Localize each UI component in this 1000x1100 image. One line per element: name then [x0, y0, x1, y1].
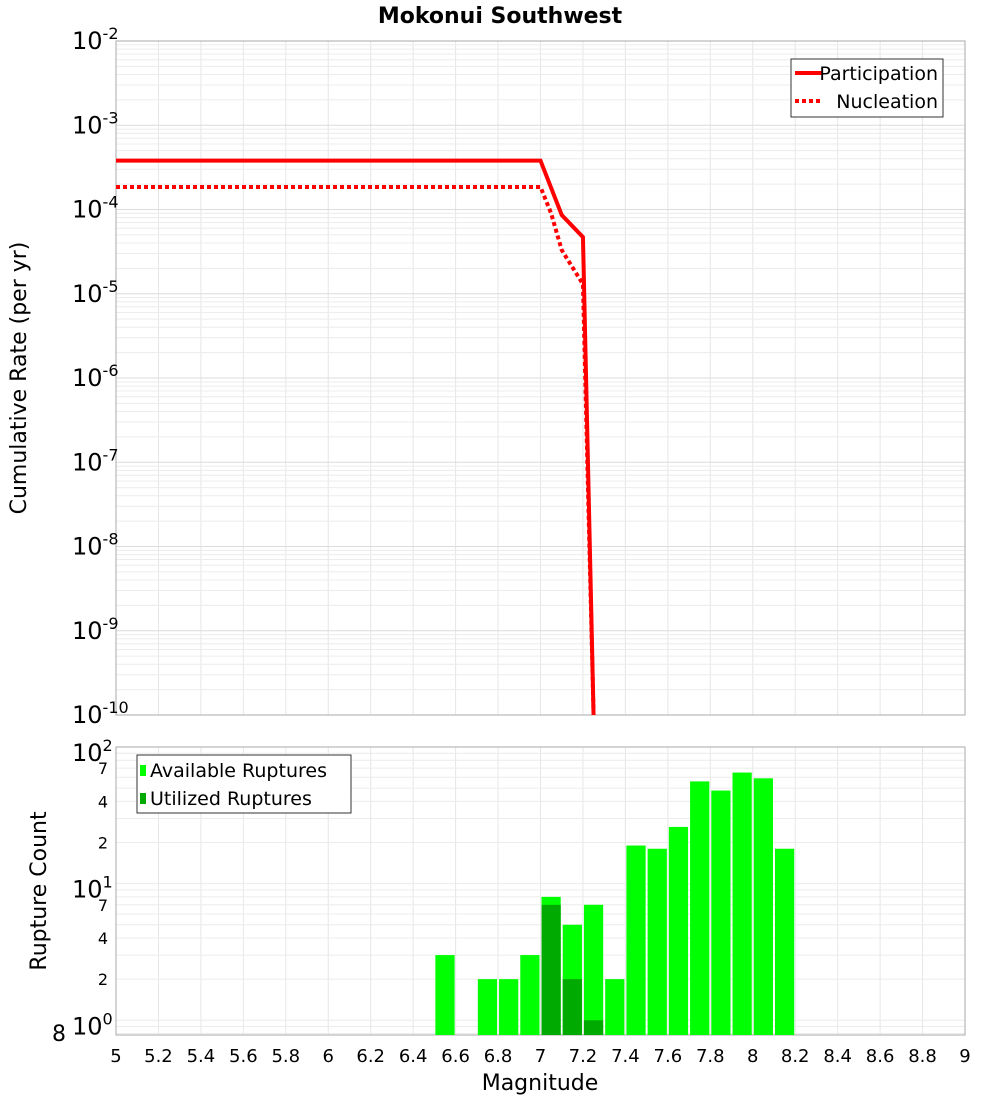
- top-y-tick-label: 10-10: [72, 698, 129, 729]
- x-tick-label: 6.2: [356, 1046, 385, 1067]
- legend-label: Available Ruptures: [150, 760, 327, 782]
- x-tick-label: 5.6: [229, 1046, 258, 1067]
- bottom-plot-frame: [115, 746, 966, 1036]
- bar-utilized-ruptures: [562, 979, 582, 1035]
- bottom-minor-tick-label: 2: [98, 970, 108, 989]
- bottom-y-tick-label: 100: [72, 1009, 113, 1040]
- x-tick-label: 8.2: [781, 1046, 810, 1067]
- x-tick-label: 5: [110, 1046, 121, 1067]
- legend-box: [790, 58, 944, 118]
- bar-available-ruptures: [477, 979, 498, 1035]
- x-tick-label: 7.2: [569, 1046, 598, 1067]
- series-line-participation: [116, 158, 596, 716]
- x-tick-label: 8.4: [823, 1046, 852, 1067]
- bar-available-ruptures: [732, 772, 752, 1035]
- x-tick-label: 7.6: [654, 1046, 683, 1067]
- bar-available-ruptures: [774, 848, 795, 1035]
- x-tick-label: 6: [323, 1046, 334, 1067]
- x-tick-label: 8: [747, 1046, 758, 1067]
- bar-available-ruptures: [711, 790, 731, 1035]
- x-tick-label: 6.6: [441, 1046, 470, 1067]
- legend-box: [136, 754, 352, 814]
- bar-utilized-ruptures: [583, 1020, 604, 1035]
- x-tick-label: 5.4: [187, 1046, 216, 1067]
- bar-available-ruptures: [753, 778, 773, 1035]
- x-tick-label: 9: [959, 1046, 970, 1067]
- bar-available-ruptures: [690, 781, 710, 1035]
- bar-available-ruptures: [499, 979, 519, 1035]
- legend-swatch-utilized-ruptures: [140, 793, 146, 804]
- x-tick-label: 7.8: [696, 1046, 725, 1067]
- top-y-tick-label: 10-8: [72, 530, 119, 561]
- bottom-y-axis-label: Rupture Count: [27, 811, 52, 971]
- top-plot-frame: [115, 40, 966, 716]
- bar-available-ruptures: [520, 955, 540, 1035]
- bar-available-ruptures: [435, 955, 455, 1035]
- x-tick-label: 8.6: [866, 1046, 895, 1067]
- top-y-tick-label: 10-2: [72, 24, 119, 55]
- bottom-minor-tick-label: 2: [98, 833, 108, 852]
- bar-utilized-ruptures: [541, 904, 561, 1035]
- x-tick-label: 7.4: [611, 1046, 640, 1067]
- bar-available-ruptures: [647, 848, 667, 1035]
- bar-available-ruptures: [583, 904, 604, 1035]
- bottom-y-tick-label: 102: [72, 736, 113, 767]
- bottom-minor-tick-label: 4: [98, 929, 108, 948]
- legend-label: Participation: [819, 63, 938, 85]
- bottom-legend: Available Ruptures Utilized Ruptures: [136, 754, 352, 814]
- chart-title: Mokonui Southwest: [378, 4, 623, 29]
- x-tick-label: 6.8: [484, 1046, 513, 1067]
- bar-available-ruptures: [626, 845, 646, 1035]
- bar-available-ruptures: [668, 826, 689, 1035]
- bottom-y-tick-label: 101: [72, 873, 113, 904]
- x-tick-label: 7: [535, 1046, 546, 1067]
- bar-available-ruptures: [605, 979, 625, 1035]
- x-tick-label: 5.8: [271, 1046, 300, 1067]
- bottom-minor-tick-label: 7: [98, 759, 108, 778]
- x-tick-label: 5.2: [144, 1046, 173, 1067]
- bottom-minor-tick-label: 4: [98, 792, 108, 811]
- top-y-tick-label: 10-9: [72, 614, 119, 645]
- bottom-minor-tick-label: 7: [98, 896, 108, 915]
- bottom-min-tick-label: 8: [52, 1022, 66, 1047]
- x-axis-label: Magnitude: [482, 1071, 599, 1096]
- top-y-tick-label: 10-4: [72, 193, 119, 224]
- x-tick-label: 6.4: [399, 1046, 428, 1067]
- top-y-axis-label: Cumulative Rate (per yr): [7, 242, 32, 515]
- top-legend: Participation Nucleation: [790, 58, 944, 118]
- top-y-tick-label: 10-7: [72, 445, 119, 476]
- series-line-nucleation: [116, 184, 596, 716]
- legend-label: Utilized Ruptures: [150, 788, 312, 810]
- top-y-tick-label: 10-6: [72, 361, 119, 392]
- legend-label: Nucleation: [836, 91, 938, 113]
- top-y-tick-label: 10-5: [72, 277, 119, 308]
- x-tick-label: 8.8: [908, 1046, 937, 1067]
- top-y-tick-label: 10-3: [72, 108, 119, 139]
- legend-swatch-available-ruptures: [140, 765, 146, 776]
